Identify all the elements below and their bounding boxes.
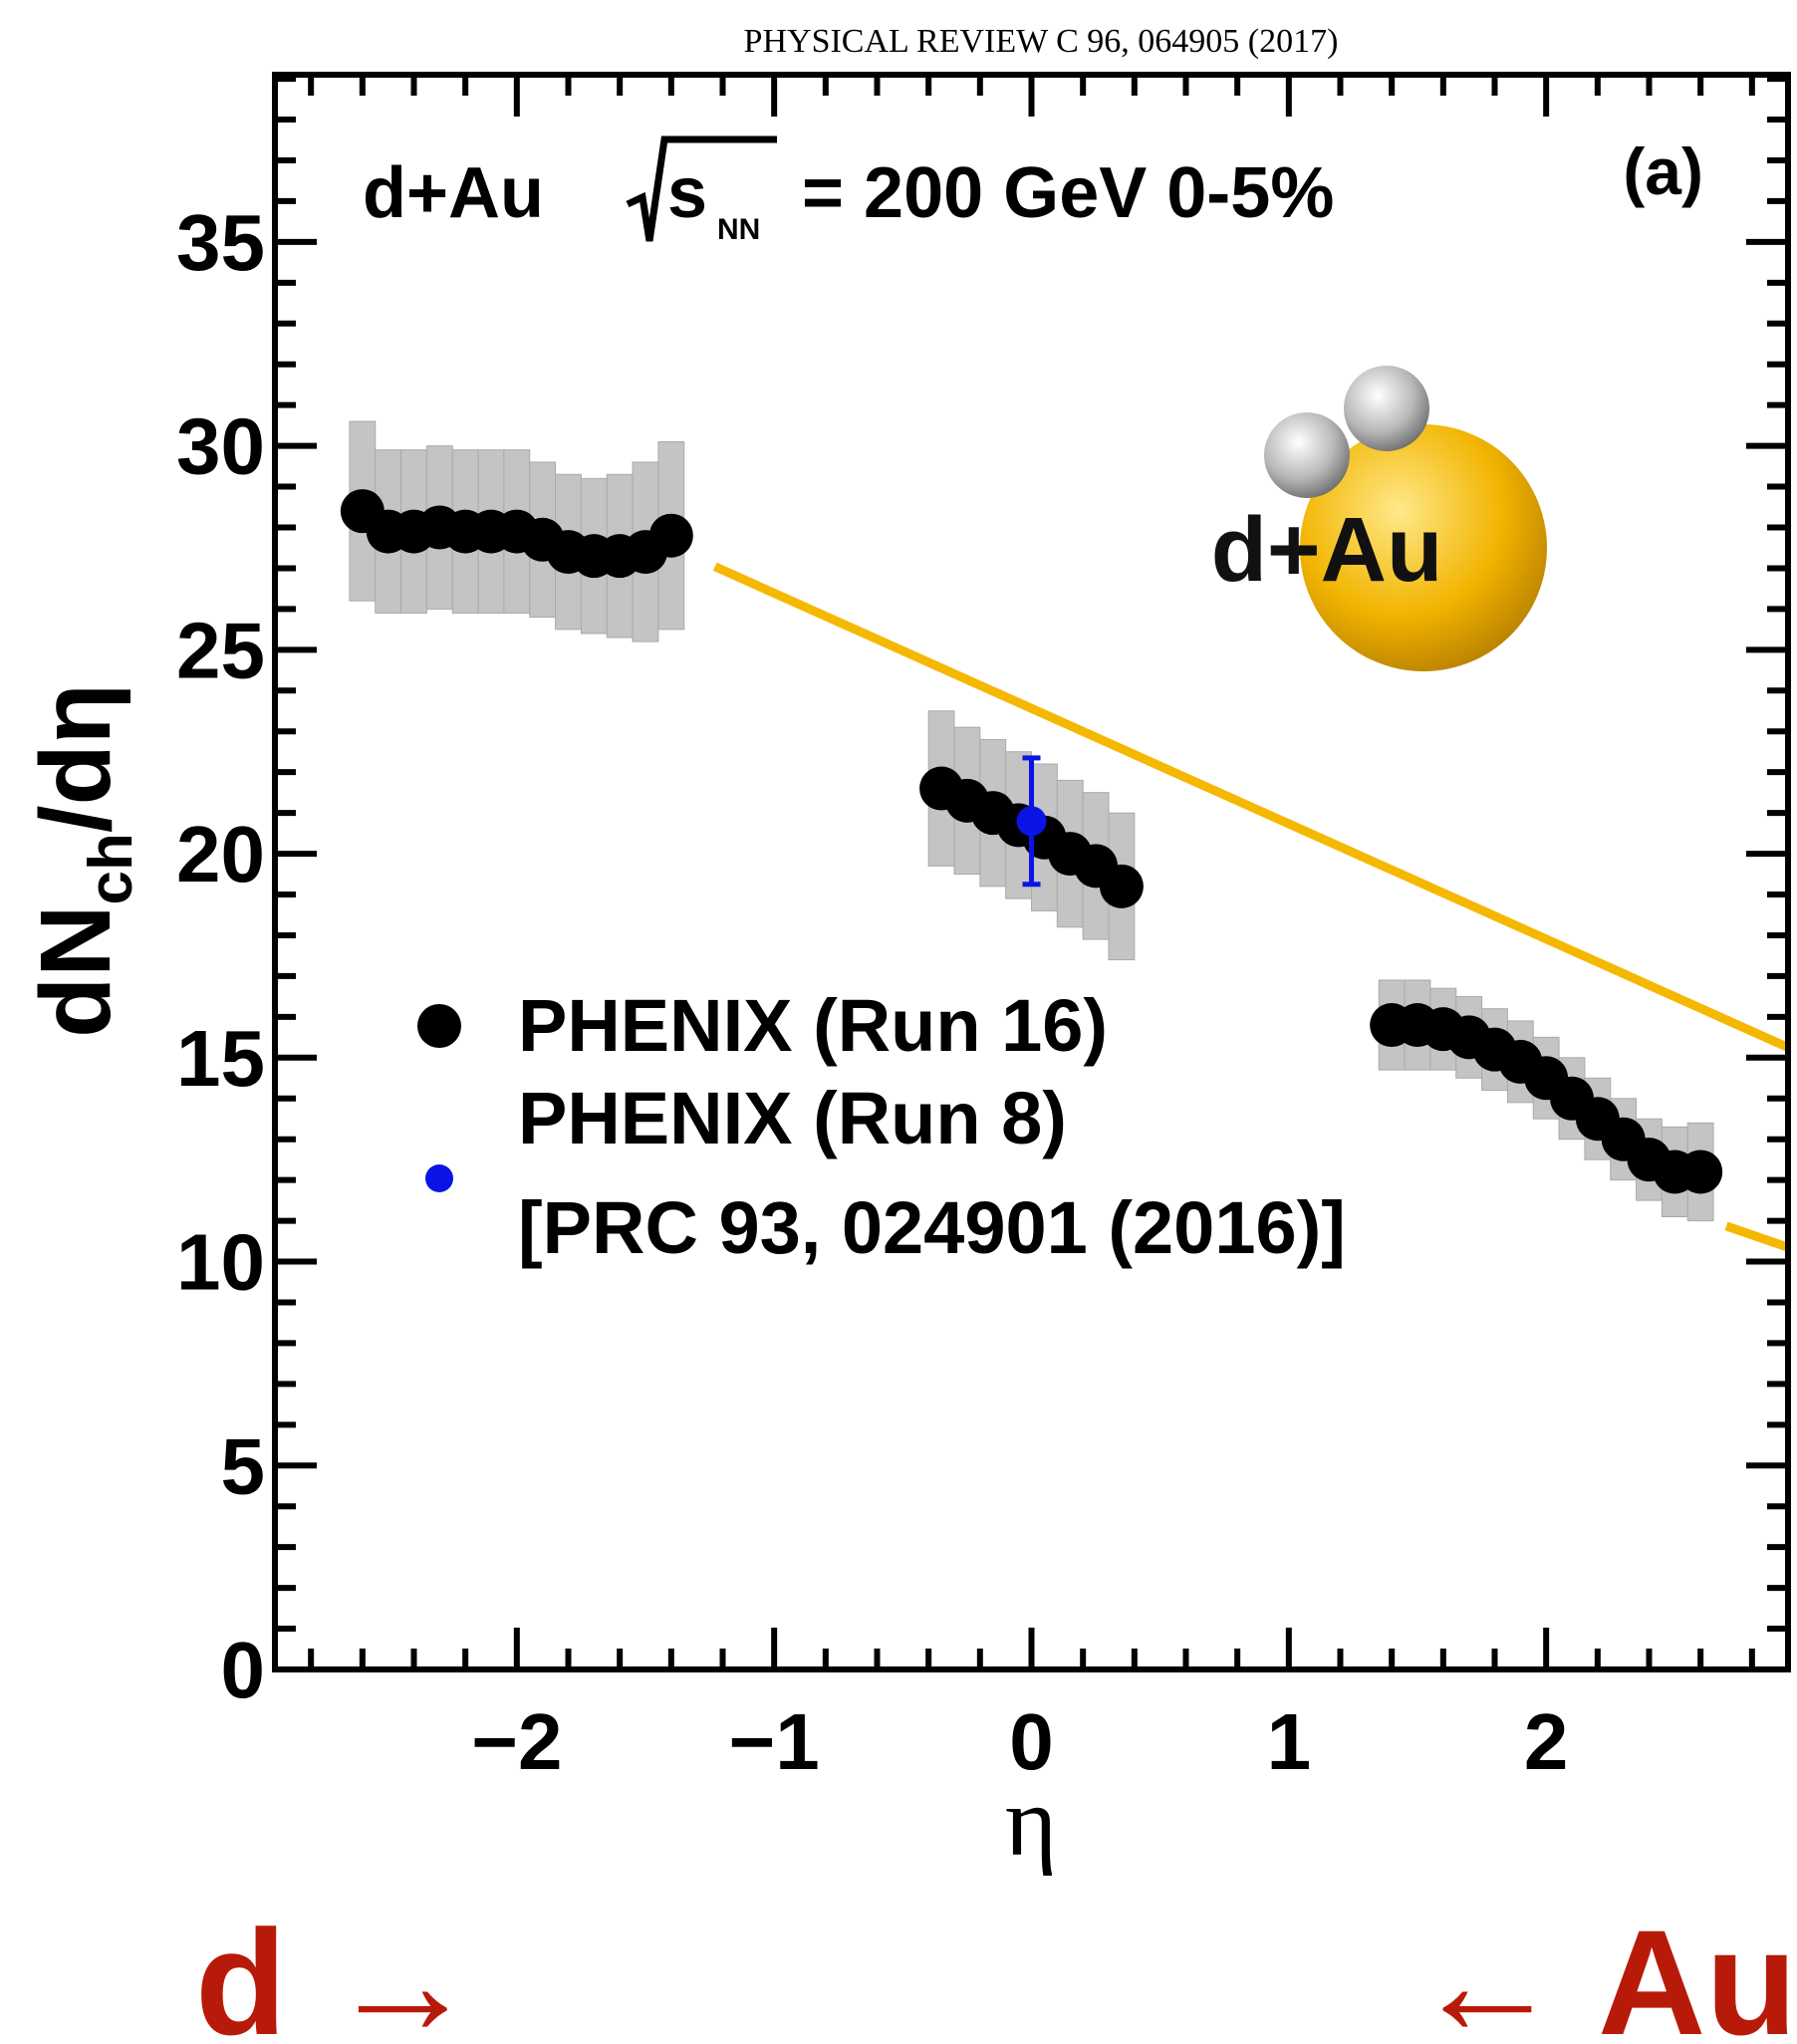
nucleon <box>1264 412 1350 498</box>
y-tick-label: 30 <box>176 402 265 491</box>
y-axis-label: dNch/dη <box>20 683 145 1038</box>
logo: d+Au <box>1211 366 1547 671</box>
y-label-tail: /dη <box>20 683 131 833</box>
y-label-main: dN <box>20 905 131 1038</box>
logo-text: d+Au <box>1211 499 1443 601</box>
annotation-sub: NN <box>717 213 760 246</box>
y-tick-label: 10 <box>176 1218 265 1307</box>
x-tick-label: 1 <box>1267 1697 1312 1786</box>
legend-marker <box>417 1004 461 1048</box>
beam-left: d → <box>195 1899 477 2044</box>
annotation-text: = 200 GeV 0-5% <box>802 153 1334 233</box>
beam-right: ← Au <box>1412 1899 1797 2044</box>
y-tick-label: 0 <box>221 1626 266 1714</box>
y-tick-label: 35 <box>176 198 265 287</box>
y-label-sub: ch <box>77 833 145 904</box>
y-tick-label: 5 <box>221 1421 266 1510</box>
legend-label: PHENIX (Run 16) <box>518 984 1108 1067</box>
x-tick-label: 2 <box>1524 1697 1569 1786</box>
model-curve <box>1724 1221 1788 1252</box>
nucleon <box>1344 366 1429 451</box>
panel-label: (a) <box>1623 134 1703 208</box>
y-tick-label: 25 <box>176 606 265 694</box>
annotation-var: s <box>667 153 707 233</box>
legend: PHENIX (Run 16) PHENIX (Run 8) [PRC 93, … <box>417 984 1346 1269</box>
data-point <box>648 513 693 558</box>
x-axis-label: η <box>1005 1766 1057 1877</box>
curves <box>712 562 1788 1252</box>
legend-note: [PRC 93, 024901 (2016)] <box>518 1186 1346 1269</box>
gold-nucleus <box>1300 424 1547 671</box>
data-point <box>1016 806 1047 837</box>
x-tick-label: 0 <box>1009 1697 1054 1786</box>
annotation-system: d+Au <box>363 153 544 233</box>
y-tick-label: 15 <box>176 1014 265 1103</box>
x-tick-label: −1 <box>729 1697 820 1786</box>
legend-marker <box>425 1164 453 1192</box>
journal-header: PHYSICAL REVIEW C 96, 064905 (2017) <box>744 23 1339 60</box>
sqrt-sign <box>626 135 777 242</box>
y-tick-label: 20 <box>176 810 265 898</box>
data-point <box>1099 864 1144 908</box>
data-point <box>1678 1150 1723 1194</box>
x-tick-label: −2 <box>471 1697 562 1786</box>
legend-label: PHENIX (Run 8) <box>518 1077 1067 1159</box>
annotation: d+Au s NN = 200 GeV 0-5% (a) <box>363 134 1703 246</box>
model-curve <box>712 562 1788 1052</box>
